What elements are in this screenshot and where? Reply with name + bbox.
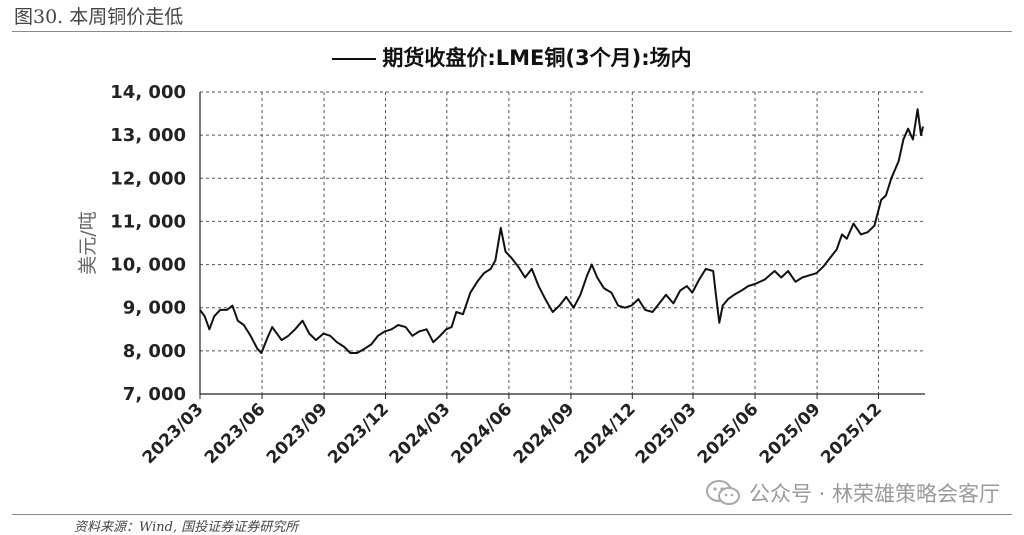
x-tick-label: 2023/03 [139, 399, 208, 468]
x-tick-label: 2025/06 [694, 399, 763, 468]
x-tick-label: 2024/06 [448, 399, 517, 468]
x-tick-label: 2025/03 [632, 399, 701, 468]
series-line [199, 108, 924, 354]
y-tick-label: 11, 000 [110, 211, 186, 232]
x-tick-label: 2023/09 [263, 399, 332, 468]
legend-label: 期货收盘价:LME铜(3个月):场内 [382, 46, 692, 70]
chart-legend: 期货收盘价:LME铜(3个月):场内 [0, 42, 1024, 72]
x-tick-label: 2024/03 [386, 399, 455, 468]
y-tick-label: 12, 000 [110, 168, 186, 189]
y-tick-label: 9, 000 [123, 298, 186, 319]
x-tick-label: 2025/09 [756, 399, 825, 468]
title-divider [12, 31, 1012, 32]
legend-swatch [332, 58, 377, 60]
y-axis-label: 美元/吨 [77, 211, 99, 274]
source-divider [12, 514, 1012, 515]
y-tick-label: 10, 000 [110, 255, 186, 276]
x-tick-label: 2023/12 [324, 399, 393, 468]
wechat-icon [705, 480, 740, 505]
y-tick-label: 14, 000 [110, 82, 186, 103]
watermark: 公众号 · 林荣雄策略会客厅 [705, 478, 1000, 508]
x-tick-label: 2025/12 [817, 399, 886, 468]
x-tick-label: 2024/09 [510, 399, 579, 468]
y-tick-label: 8, 000 [123, 341, 186, 362]
source-note: 资料来源：Wind, 国投证券证券研究所 [74, 520, 299, 535]
x-tick-label: 2024/12 [571, 399, 640, 468]
x-tick-label: 2023/06 [201, 399, 270, 468]
watermark-text: 公众号 · 林荣雄策略会客厅 [748, 482, 1000, 506]
figure-title: 图30. 本周铜价走低 [14, 6, 184, 28]
y-tick-label: 7, 000 [123, 384, 186, 405]
y-tick-label: 13, 000 [110, 125, 186, 146]
